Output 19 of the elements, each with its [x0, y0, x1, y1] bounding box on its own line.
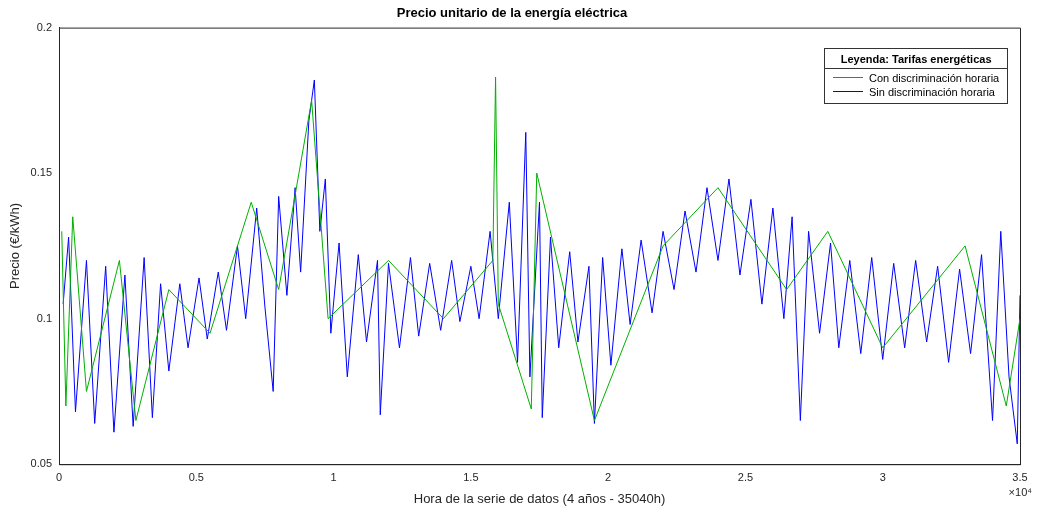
y-tick-label: 0.05	[30, 457, 53, 470]
legend-label: Sin discriminación horaria	[869, 84, 995, 99]
x-tick-label: 0	[55, 470, 63, 483]
x-axis-title: Hora de la serie de datos (4 años - 35040h)	[413, 490, 666, 506]
x-tick-label: 3	[879, 470, 886, 483]
y-tick-label: 0.15	[30, 166, 53, 179]
chart-title: Precio unitario de la energía eléctrica	[396, 5, 629, 21]
legend-label: Con discriminación horaria	[869, 70, 1000, 85]
x-tick-label: 2	[605, 470, 612, 483]
y-axis-title: Precio (€/kWh)	[7, 202, 23, 289]
y-tick-label: 0.2	[36, 20, 53, 33]
x-tick-label: 3.5	[1012, 470, 1028, 483]
x-tick-label: 0.5	[188, 470, 204, 483]
legend-title: Leyenda: Tarifas energéticas	[825, 50, 1008, 69]
x-tick-label: 1.5	[463, 470, 479, 483]
text: ×10⁴	[1008, 486, 1033, 499]
y-tick-label: 0.1	[36, 311, 53, 324]
x-tick-label: 1	[330, 470, 337, 483]
x-tick-label: 2.5	[737, 470, 754, 483]
